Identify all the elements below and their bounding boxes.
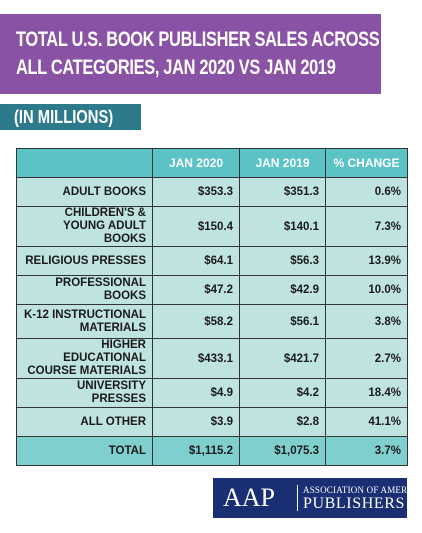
category-label: HIGHER EDUCATIONAL COURSE MATERIALS [16, 338, 153, 379]
change-value: 41.1% [325, 407, 408, 437]
jan2019-value: $56.1 [239, 304, 326, 339]
category-label: K-12 INSTRUCTIONAL MATERIALS [16, 304, 153, 339]
header-jan2019: JAN 2019 [239, 148, 326, 178]
table-row: UNIVERSITY PRESSES $4.9 $4.2 18.4% [16, 378, 408, 408]
chart-title-line-2: ALL CATEGORIES, JAN 2020 VS JAN 2019 [16, 56, 336, 79]
title-banner: TOTAL U.S. BOOK PUBLISHER SALES ACROSS A… [0, 14, 381, 94]
jan2019-value: $351.3 [239, 177, 326, 207]
total-jan2019: $1,075.3 [239, 436, 326, 466]
jan2020-value: $353.3 [152, 177, 240, 207]
change-value: 18.4% [325, 378, 408, 408]
jan2020-value: $47.2 [152, 275, 240, 305]
jan2019-value: $4.2 [239, 378, 326, 408]
sales-table: JAN 2020 JAN 2019 % CHANGE ADULT BOOKS $… [16, 148, 408, 466]
table-row: PROFESSIONAL BOOKS $47.2 $42.9 10.0% [16, 275, 408, 305]
change-value: 3.8% [325, 304, 408, 339]
jan2020-value: $3.9 [152, 407, 240, 437]
category-label: UNIVERSITY PRESSES [16, 378, 153, 408]
logo-mark: AAP [223, 483, 276, 512]
category-label: ALL OTHER [16, 407, 153, 437]
jan2019-value: $42.9 [239, 275, 326, 305]
total-row: TOTAL $1,115.2 $1,075.3 3.7% [16, 436, 408, 466]
logo-org-line: ASSOCIATION OF AMERICAN [303, 485, 422, 495]
chart-title-line-1: TOTAL U.S. BOOK PUBLISHER SALES ACROSS [16, 28, 380, 51]
units-subtitle: (IN MILLIONS) [14, 107, 114, 127]
logo-divider [297, 485, 298, 511]
table-row: K-12 INSTRUCTIONAL MATERIALS $58.2 $56.1… [16, 304, 408, 339]
total-change: 3.7% [325, 436, 408, 466]
aap-logo: AAP ASSOCIATION OF AMERICAN PUBLISHERS [213, 478, 422, 518]
table-header-row: JAN 2020 JAN 2019 % CHANGE [16, 148, 408, 178]
change-value: 7.3% [325, 206, 408, 247]
jan2019-value: $421.7 [239, 338, 326, 379]
jan2020-value: $4.9 [152, 378, 240, 408]
category-label: RELIGIOUS PRESSES [16, 246, 153, 276]
jan2019-value: $140.1 [239, 206, 326, 247]
change-value: 2.7% [325, 338, 408, 379]
category-label: ADULT BOOKS [16, 177, 153, 207]
table-row: HIGHER EDUCATIONAL COURSE MATERIALS $433… [16, 338, 408, 379]
subtitle-banner: (IN MILLIONS) [0, 104, 141, 130]
jan2020-value: $58.2 [152, 304, 240, 339]
table-row: CHILDREN'S & YOUNG ADULT BOOKS $150.4 $1… [16, 206, 408, 247]
header-change: % CHANGE [325, 148, 408, 178]
category-label: PROFESSIONAL BOOKS [16, 275, 153, 305]
change-value: 10.0% [325, 275, 408, 305]
jan2020-value: $64.1 [152, 246, 240, 276]
total-jan2020: $1,115.2 [152, 436, 240, 466]
change-value: 13.9% [325, 246, 408, 276]
jan2020-value: $150.4 [152, 206, 240, 247]
change-value: 0.6% [325, 177, 408, 207]
total-label: TOTAL [16, 436, 153, 466]
table-row: RELIGIOUS PRESSES $64.1 $56.3 13.9% [16, 246, 408, 276]
logo-publishers-line: PUBLISHERS [303, 495, 406, 512]
header-jan2020: JAN 2020 [152, 148, 240, 178]
table-row: ALL OTHER $3.9 $2.8 41.1% [16, 407, 408, 437]
jan2019-value: $2.8 [239, 407, 326, 437]
table-row: ADULT BOOKS $353.3 $351.3 0.6% [16, 177, 408, 207]
header-blank [16, 148, 153, 178]
jan2019-value: $56.3 [239, 246, 326, 276]
jan2020-value: $433.1 [152, 338, 240, 379]
category-label: CHILDREN'S & YOUNG ADULT BOOKS [16, 206, 153, 247]
